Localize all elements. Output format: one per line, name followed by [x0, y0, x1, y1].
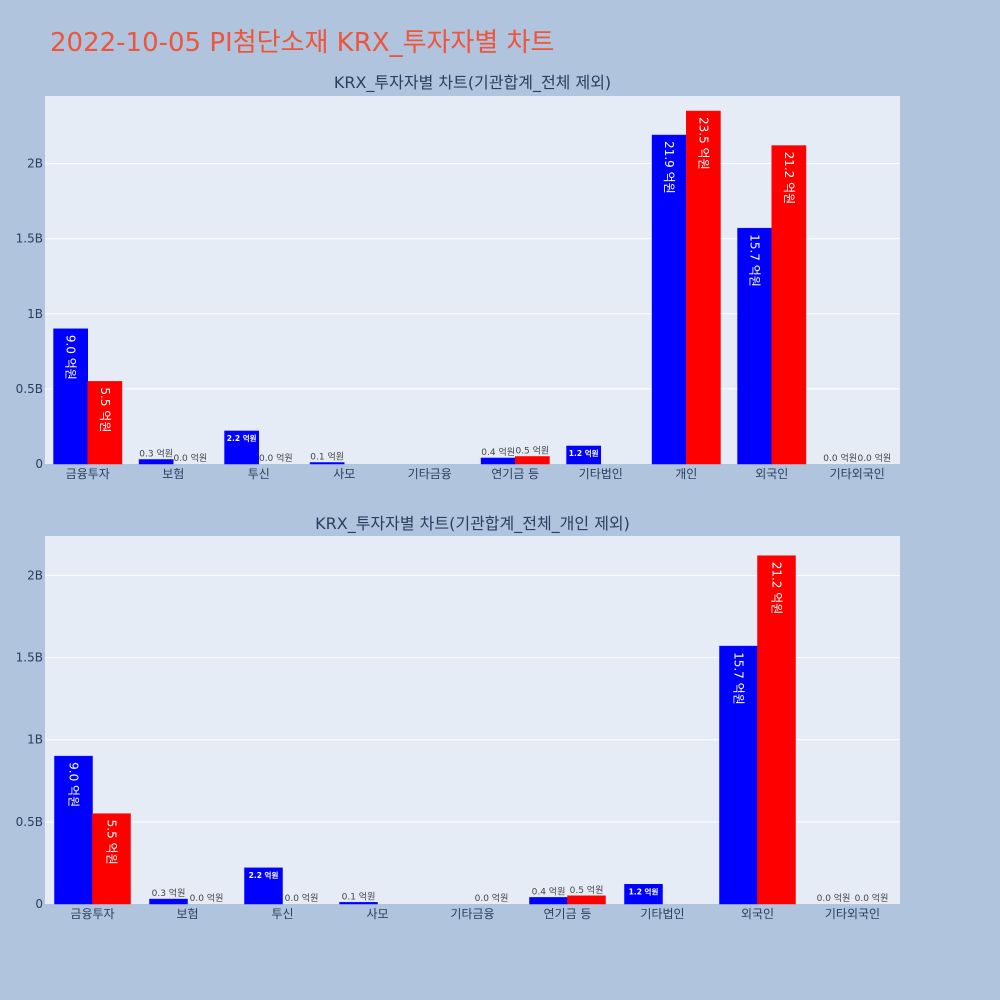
- bar-series-a: [339, 902, 378, 905]
- bar-series-a: [624, 884, 663, 905]
- bar-series-b: [567, 895, 606, 905]
- bar-label: 0.1 억원: [342, 890, 376, 902]
- bar-label: 23.5 억원: [696, 117, 710, 170]
- bar-label: 0.0 억원: [475, 892, 509, 904]
- chart-title: KRX_투자자별 차트(기관합계_전체_개인 제외): [315, 514, 630, 534]
- x-tick-label: 금융투자: [66, 467, 110, 481]
- x-tick-label: 보험: [176, 907, 198, 921]
- bar-label: 21.2 억원: [782, 152, 796, 205]
- bar-series-a: [566, 445, 601, 465]
- x-tick-label: 사모: [366, 907, 388, 921]
- bar-series-a: [244, 867, 283, 905]
- bar-label: 0.3 억원: [152, 887, 186, 899]
- y-tick-label: 1B: [27, 733, 43, 747]
- bar-series-a: [719, 645, 758, 905]
- chart-top: KRX_투자자별 차트(기관합계_전체 제외) 0 0.5B 1B 1.5B 2B 금융투자…: [16, 73, 900, 481]
- bar-series-b: [515, 456, 550, 465]
- x-tick-label: 기타금융: [408, 467, 452, 481]
- y-tick-label: 0.5B: [16, 815, 43, 829]
- x-tick-label: 보험: [162, 467, 184, 481]
- x-tick-label: 기타법인: [579, 467, 623, 481]
- bar-series-a: [149, 898, 188, 905]
- bar-series-a: [224, 430, 260, 465]
- bar-label: 0.5 억원: [515, 444, 549, 456]
- y-tick-label: 1.5B: [16, 232, 43, 246]
- bar-label: 0.1 억원: [310, 450, 344, 462]
- bar-series-b: [757, 555, 796, 905]
- bar-series-b: [87, 381, 123, 465]
- bar-label: 5.5 억원: [105, 820, 119, 865]
- x-tick-label: 개인: [675, 467, 697, 481]
- x-tick-label: 투신: [248, 467, 270, 481]
- bar-label: 0.0 억원: [857, 452, 891, 464]
- bar-series-b: [92, 813, 131, 905]
- bar-label: 0.3 억원: [139, 447, 173, 459]
- bar-label: 0.0 억원: [855, 892, 889, 904]
- bar-label: 21.2 억원: [770, 562, 784, 615]
- x-tick-label: 외국인: [741, 907, 774, 921]
- page-title: 2022-10-05 PI첨단소재 KRX_투자자별 차트: [50, 28, 555, 58]
- y-tick-label: 1.5B: [16, 651, 43, 665]
- y-tick-label: 2B: [27, 157, 43, 171]
- chart-bottom: KRX_투자자별 차트(기관합계_전체_개인 제외) 0 0.5B 1B 1.5B 2B 금…: [16, 514, 900, 921]
- bar-series-a: [53, 328, 88, 465]
- y-tick-label: 0: [35, 457, 43, 471]
- bar-label: 0.4 억원: [481, 446, 515, 458]
- bar-label: 0.0 억원: [823, 452, 857, 464]
- x-tick-label: 연기금 등: [544, 907, 592, 921]
- bar-label: 0.0 억원: [190, 892, 224, 904]
- bar-label: 9.0 억원: [67, 762, 81, 807]
- x-tick-label: 기타금융: [450, 907, 494, 921]
- bar-series-a: [480, 457, 516, 465]
- bar-label: 9.0 억원: [64, 335, 78, 380]
- bar-label: 0.4 억원: [532, 885, 566, 897]
- x-tick-label: 기타법인: [640, 907, 684, 921]
- bar-label: 2.2 억원: [249, 870, 279, 880]
- x-tick-label: 연기금 등: [491, 467, 539, 481]
- bar-series-a: [529, 897, 568, 905]
- bar-series-a: [651, 134, 687, 465]
- bar-series-a: [54, 755, 93, 905]
- x-tick-label: 사모: [333, 467, 355, 481]
- bar-series-a: [309, 462, 345, 465]
- bar-label: 1.2 억원: [629, 886, 659, 896]
- chart-title: KRX_투자자별 차트(기관합계_전체 제외): [334, 73, 611, 93]
- x-tick-label: 금융투자: [70, 907, 114, 921]
- y-tick-label: 0: [35, 897, 43, 911]
- bar-label: 0.0 억원: [259, 452, 293, 464]
- bar-label: 15.7 억원: [748, 234, 762, 287]
- y-tick-label: 2B: [27, 568, 43, 582]
- x-tick-label: 기타외국인: [830, 467, 885, 481]
- bar-label: 1.2 억원: [569, 448, 599, 458]
- bar-label: 0.0 억원: [285, 892, 319, 904]
- bar-series-a: [138, 459, 174, 465]
- y-tick-label: 0.5B: [16, 382, 43, 396]
- y-tick-label: 1B: [27, 307, 43, 321]
- bar-series-b: [771, 145, 807, 465]
- bar-label: 0.0 억원: [173, 452, 207, 464]
- bar-label: 15.7 억원: [732, 652, 746, 705]
- bar-label: 21.9 억원: [662, 141, 676, 194]
- bar-label: 2.2 억원: [227, 433, 257, 443]
- bar-series-b: [686, 110, 721, 465]
- x-tick-label: 투신: [271, 907, 293, 921]
- bar-label: 0.5 억원: [570, 884, 604, 896]
- bar-label: 0.0 억원: [817, 892, 851, 904]
- x-tick-label: 외국인: [755, 467, 788, 481]
- bar-label: 5.5 억원: [98, 387, 112, 432]
- x-tick-label: 기타외국인: [825, 907, 880, 921]
- bar-series-a: [737, 227, 772, 465]
